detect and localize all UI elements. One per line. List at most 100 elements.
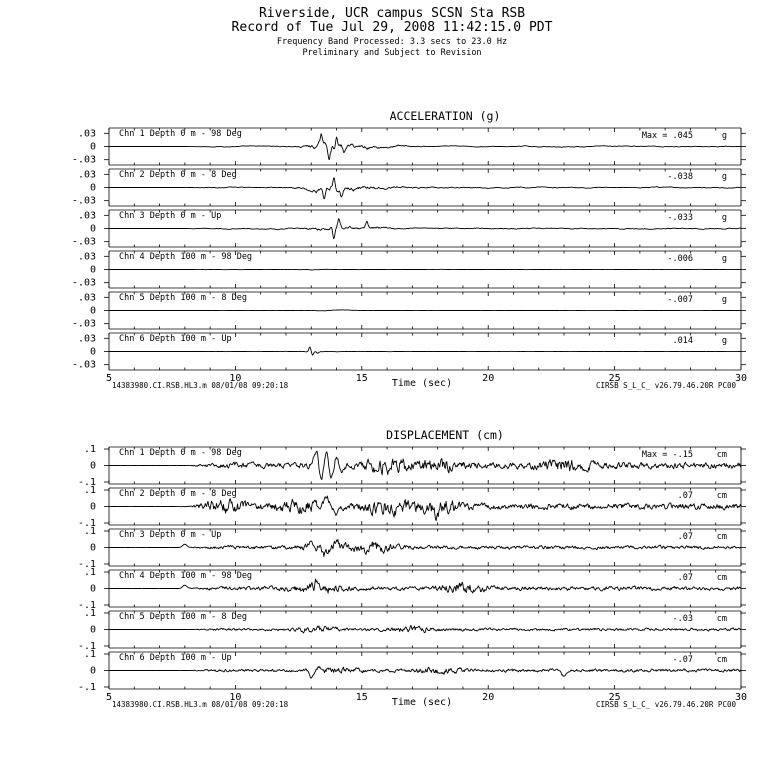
y-tick-label: .1 (84, 567, 96, 578)
y-tick-label: -.03 (72, 196, 96, 207)
y-tick-label: -.1 (78, 559, 96, 570)
channel-unit: g (722, 131, 727, 141)
y-tick-label: .03 (78, 210, 96, 221)
channel-3: .1 0 -.1 Chn 3 Depth 0 m - Up .07 cm (78, 526, 746, 570)
channel-5: .03 0 -.03 Chn 5 Depth 100 m - 8 Deg -.007 g (72, 291, 746, 330)
y-tick-label: -.03 (72, 278, 96, 289)
y-tick-label: .03 (78, 292, 96, 303)
y-tick-label: 0 (90, 142, 96, 153)
channel-unit: cm (717, 573, 727, 583)
y-tick-label: 0 (90, 265, 96, 276)
waveform-trace (109, 624, 742, 634)
channel-label: Chn 3 Depth 0 m - Up (119, 530, 221, 540)
channel-max-value: -.033 (667, 213, 693, 223)
y-tick-label: .1 (84, 649, 96, 660)
y-tick-label: 0 (90, 461, 96, 472)
channel-label: Chn 1 Depth 0 m - 98 Deg (119, 448, 242, 458)
y-tick-label: -.1 (78, 477, 96, 488)
channel-6: .03 0 -.03 Chn 6 Depth 100 m - Up .014 g (72, 332, 746, 371)
y-tick-label: 0 (90, 306, 96, 317)
waveform-trace (109, 538, 741, 557)
waveform-trace (109, 309, 741, 312)
header-station: Riverside, UCR campus SCSN Sta RSB (259, 6, 525, 21)
y-tick-label: .1 (84, 526, 96, 537)
y-tick-label: 0 (90, 502, 96, 513)
waveform-trace (109, 346, 741, 356)
x-tick-label: 20 (482, 692, 494, 703)
channel-unit: g (722, 213, 727, 223)
x-tick-label: 10 (229, 373, 241, 384)
x-tick-label: 30 (735, 373, 747, 384)
channel-max-value: -.038 (667, 172, 693, 182)
channel-5: .1 0 -.1 Chn 5 Depth 100 m - 8 Deg -.03 cm (78, 608, 746, 652)
panel-acceleration: ACCELERATION (g) .03 0 -.03 Chn 1 Depth 0 m … (72, 109, 747, 390)
header-preliminary-note: Preliminary and Subject to Revision (302, 48, 481, 58)
channel-2: .03 0 -.03 Chn 2 Depth 0 m - 8 Deg -.038 g (72, 168, 746, 207)
channel-max-value: .014 (673, 336, 693, 346)
y-tick-label: 0 (90, 347, 96, 358)
panel-title: DISPLACEMENT (cm) (386, 428, 504, 442)
x-axis-label: Time (sec) (392, 697, 452, 708)
footer-record-id: 14383980.CI.RSB.HL3.m 08/01/08 09:20:18 (112, 700, 289, 709)
y-tick-label: 0 (90, 666, 96, 677)
channel-unit: g (722, 254, 727, 264)
channel-label: Chn 6 Depth 100 m - Up (119, 334, 232, 344)
channel-4: .03 0 -.03 Chn 4 Depth 100 m - 98 Deg -.006 g (72, 250, 746, 289)
channel-unit: cm (717, 532, 727, 542)
channel-label: Chn 2 Depth 0 m - 8 Deg (119, 170, 237, 180)
panel-title: ACCELERATION (g) (390, 109, 501, 123)
channel-label: Chn 5 Depth 100 m - 8 Deg (119, 612, 247, 622)
channel-unit: cm (717, 491, 727, 501)
footer-record-id: 14383980.CI.RSB.HL3.m 08/01/08 09:20:18 (112, 381, 289, 390)
x-tick-label: 30 (735, 692, 747, 703)
channel-unit: cm (717, 655, 727, 665)
waveform-trace (109, 218, 742, 240)
x-tick-label: 15 (356, 373, 368, 384)
y-tick-label: -.1 (78, 682, 96, 693)
y-tick-label: -.03 (72, 319, 96, 330)
x-tick-label: 5 (106, 692, 112, 703)
y-tick-label: 0 (90, 183, 96, 194)
x-tick-label: 25 (609, 692, 621, 703)
y-tick-label: -.1 (78, 600, 96, 611)
y-tick-label: .1 (84, 608, 96, 619)
x-tick-label: 5 (106, 373, 112, 384)
x-axis-label: Time (sec) (392, 378, 452, 389)
channel-max-value: -.006 (667, 254, 693, 264)
y-tick-label: -.1 (78, 518, 96, 529)
channel-label: Chn 3 Depth 0 m - Up (119, 211, 221, 221)
y-tick-label: .1 (84, 444, 96, 455)
channel-unit: cm (717, 614, 727, 624)
channel-unit: g (722, 295, 727, 305)
waveform-trace (108, 578, 742, 594)
channel-max-value: -.07 (673, 655, 693, 665)
channel-max-value: -.007 (667, 295, 693, 305)
y-tick-label: -.03 (72, 155, 96, 166)
y-tick-label: -.1 (78, 641, 96, 652)
channel-max-value: .07 (678, 573, 693, 583)
channel-6: .1 0 -.1 Chn 6 Depth 100 m - Up -.07 cm (78, 649, 746, 693)
header-frequency-band: Frequency Band Processed: 3.3 secs to 23… (277, 37, 507, 47)
x-tick-label: 15 (356, 692, 368, 703)
waveform-trace (109, 268, 741, 271)
y-tick-label: 0 (90, 625, 96, 636)
channel-max-value: .07 (678, 532, 693, 542)
channel-label: Chn 4 Depth 100 m - 98 Deg (119, 571, 252, 581)
waveform-trace (109, 666, 742, 679)
y-tick-label: .03 (78, 333, 96, 344)
header-record-time: Record of Tue Jul 29, 2008 11:42:15.0 PD… (232, 20, 553, 35)
channel-unit: cm (717, 450, 727, 460)
channel-unit: g (722, 336, 727, 346)
waveform-trace (108, 495, 742, 521)
y-tick-label: -.03 (72, 360, 96, 371)
y-tick-label: 0 (90, 224, 96, 235)
channel-max-value: Max = .045 (642, 131, 693, 141)
channel-max-value: Max = -.15 (642, 450, 693, 460)
y-tick-label: -.03 (72, 237, 96, 248)
channel-max-value: .07 (678, 491, 693, 501)
footer-station-version: CIRSB S_L_C_ v26.79.46.20R PC00 (596, 381, 736, 390)
panel-displacement: DISPLACEMENT (cm) .1 0 -.1 Chn 1 Depth 0 m -… (78, 428, 747, 709)
channel-label: Chn 5 Depth 100 m - 8 Deg (119, 293, 247, 303)
channel-label: Chn 6 Depth 100 m - Up (119, 653, 232, 663)
